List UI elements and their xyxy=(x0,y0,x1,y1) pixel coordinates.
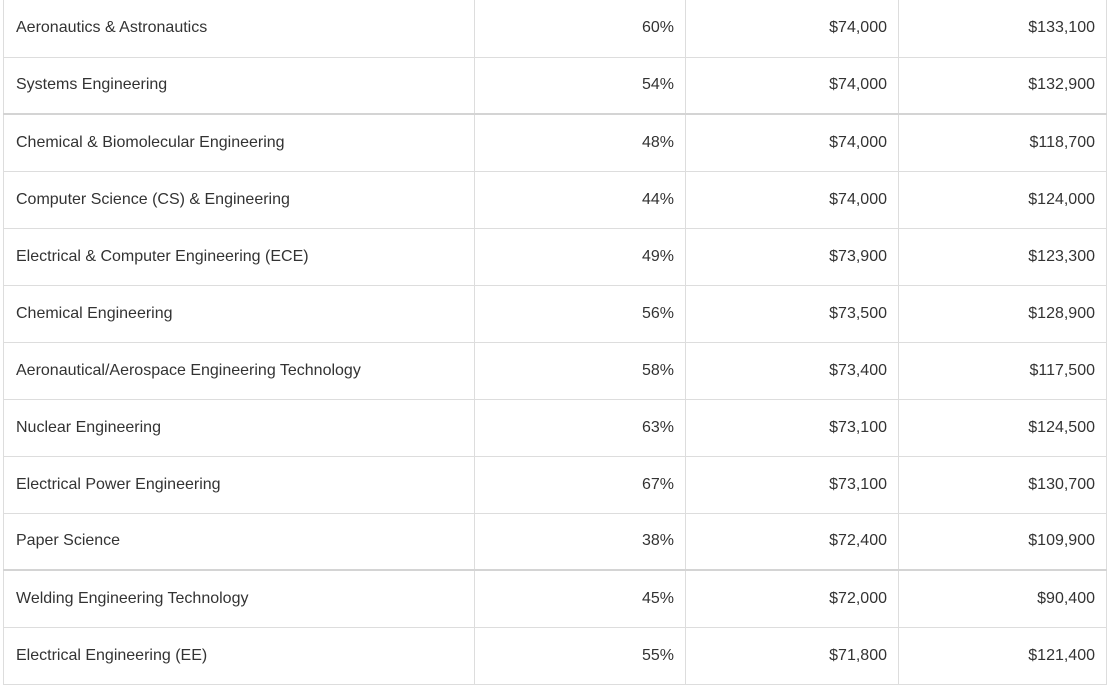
meaning-pct-cell: 54% xyxy=(474,56,686,115)
mid-pay-cell: $124,000 xyxy=(898,170,1107,229)
mid-pay-cell: $133,100 xyxy=(898,0,1107,58)
early-pay-cell: $74,000 xyxy=(685,170,899,229)
major-cell: Chemical & Biomolecular Engineering xyxy=(3,113,475,172)
major-cell: Welding Engineering Technology xyxy=(3,569,475,628)
table-row: Electrical Power Engineering 67% $73,100… xyxy=(3,455,1107,514)
table-row: Electrical Engineering (EE) 55% $71,800 … xyxy=(3,626,1107,685)
mid-pay-cell: $118,700 xyxy=(898,113,1107,172)
major-cell: Computer Science (CS) & Engineering xyxy=(3,170,475,229)
mid-pay-cell: $132,900 xyxy=(898,56,1107,115)
meaning-pct-cell: 55% xyxy=(474,626,686,685)
table-row: Computer Science (CS) & Engineering 44% … xyxy=(3,170,1107,229)
table-row: Chemical Engineering 56% $73,500 $128,90… xyxy=(3,284,1107,343)
early-pay-cell: $73,100 xyxy=(685,398,899,457)
meaning-pct-cell: 38% xyxy=(474,512,686,571)
major-cell: Chemical Engineering xyxy=(3,284,475,343)
mid-pay-cell: $121,400 xyxy=(898,626,1107,685)
major-cell: Nuclear Engineering xyxy=(3,398,475,457)
mid-pay-cell: $109,900 xyxy=(898,512,1107,571)
early-pay-cell: $73,900 xyxy=(685,227,899,286)
early-pay-cell: $72,400 xyxy=(685,512,899,571)
meaning-pct-cell: 67% xyxy=(474,455,686,514)
table-row: Aeronautical/Aerospace Engineering Techn… xyxy=(3,341,1107,400)
early-pay-cell: $73,100 xyxy=(685,455,899,514)
early-pay-cell: $73,500 xyxy=(685,284,899,343)
meaning-pct-cell: 48% xyxy=(474,113,686,172)
major-cell: Aeronautics & Astronautics xyxy=(3,0,475,58)
mid-pay-cell: $117,500 xyxy=(898,341,1107,400)
mid-pay-cell: $130,700 xyxy=(898,455,1107,514)
meaning-pct-cell: 58% xyxy=(474,341,686,400)
salary-table-container: Aeronautics & Astronautics 60% $74,000 $… xyxy=(3,0,1107,685)
table-body: Aeronautics & Astronautics 60% $74,000 $… xyxy=(3,0,1107,685)
table-row: Systems Engineering 54% $74,000 $132,900 xyxy=(3,56,1107,115)
table-row: Nuclear Engineering 63% $73,100 $124,500 xyxy=(3,398,1107,457)
mid-pay-cell: $124,500 xyxy=(898,398,1107,457)
major-cell: Electrical Power Engineering xyxy=(3,455,475,514)
early-pay-cell: $74,000 xyxy=(685,0,899,58)
early-pay-cell: $74,000 xyxy=(685,56,899,115)
meaning-pct-cell: 63% xyxy=(474,398,686,457)
early-pay-cell: $73,400 xyxy=(685,341,899,400)
mid-pay-cell: $128,900 xyxy=(898,284,1107,343)
meaning-pct-cell: 44% xyxy=(474,170,686,229)
table-row: Paper Science 38% $72,400 $109,900 xyxy=(3,512,1107,571)
meaning-pct-cell: 45% xyxy=(474,569,686,628)
major-cell: Electrical Engineering (EE) xyxy=(3,626,475,685)
major-cell: Systems Engineering xyxy=(3,56,475,115)
early-pay-cell: $72,000 xyxy=(685,569,899,628)
meaning-pct-cell: 60% xyxy=(474,0,686,58)
table-row: Chemical & Biomolecular Engineering 48% … xyxy=(3,113,1107,172)
mid-pay-cell: $90,400 xyxy=(898,569,1107,628)
salary-table: Aeronautics & Astronautics 60% $74,000 $… xyxy=(3,0,1107,685)
major-cell: Paper Science xyxy=(3,512,475,571)
table-row: Electrical & Computer Engineering (ECE) … xyxy=(3,227,1107,286)
meaning-pct-cell: 49% xyxy=(474,227,686,286)
table-row: Aeronautics & Astronautics 60% $74,000 $… xyxy=(3,0,1107,58)
major-cell: Electrical & Computer Engineering (ECE) xyxy=(3,227,475,286)
meaning-pct-cell: 56% xyxy=(474,284,686,343)
major-cell: Aeronautical/Aerospace Engineering Techn… xyxy=(3,341,475,400)
table-row: Welding Engineering Technology 45% $72,0… xyxy=(3,569,1107,628)
early-pay-cell: $74,000 xyxy=(685,113,899,172)
early-pay-cell: $71,800 xyxy=(685,626,899,685)
mid-pay-cell: $123,300 xyxy=(898,227,1107,286)
